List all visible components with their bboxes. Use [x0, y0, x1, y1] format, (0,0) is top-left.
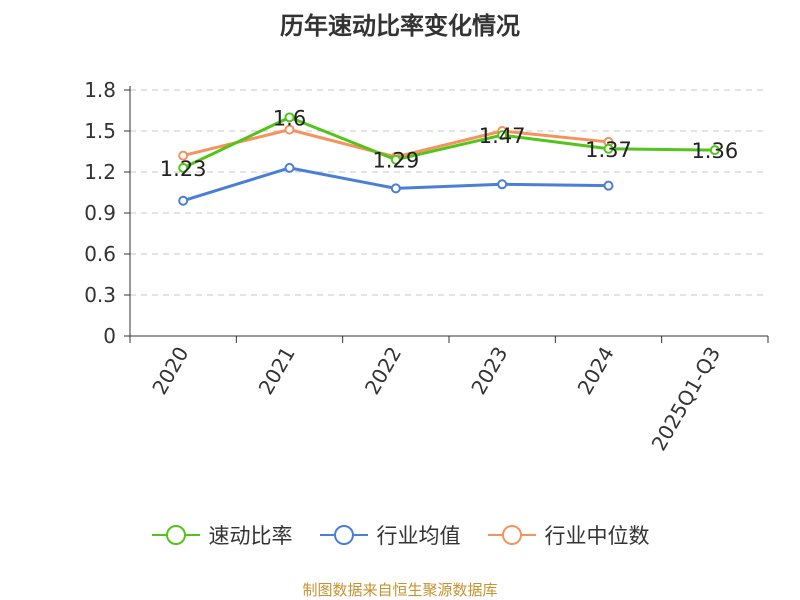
- chart-legend: 速动比率 行业均值 行业中位数: [0, 520, 800, 550]
- x-tick-label: 2022: [360, 343, 406, 399]
- legend-label: 行业中位数: [544, 524, 650, 548]
- data-point: [390, 154, 401, 165]
- data-point: [284, 162, 295, 173]
- data-point: [284, 124, 295, 135]
- legend-item-industry-median[interactable]: 行业中位数: [487, 520, 650, 550]
- data-label: 1.36: [691, 139, 738, 163]
- data-label: 1.37: [585, 138, 632, 162]
- y-tick-label: 0.9: [84, 201, 116, 225]
- y-tick-label: 0.3: [84, 283, 116, 307]
- data-label: 1.29: [372, 149, 419, 173]
- chart-title: 历年速动比率变化情况: [280, 12, 520, 40]
- series-line: [182, 115, 715, 170]
- data-point: [284, 112, 295, 123]
- data-source-note: 制图数据来自恒生聚源数据库: [302, 581, 498, 599]
- y-tick-label: 0.6: [84, 242, 116, 266]
- legend-label: 速动比率: [208, 524, 293, 548]
- y-tick-label: 1.5: [84, 119, 116, 143]
- data-point: [178, 195, 189, 206]
- data-point: [390, 183, 401, 194]
- legend-line-marker-icon: [487, 525, 536, 545]
- data-label: 1.23: [160, 157, 207, 181]
- data-point: [603, 180, 614, 191]
- x-tick-label: 2024: [573, 343, 619, 399]
- legend-item-industry-mean[interactable]: 行业均值: [319, 520, 461, 550]
- line-chart: 0 0.3 0.6 0.9 1.2 1.5 1.8 2020 2021 2022 2023 2024 2…: [84, 78, 769, 455]
- data-label: 1.6: [273, 106, 306, 130]
- legend-line-marker-icon: [319, 525, 368, 545]
- x-tick-label: 2021: [254, 343, 300, 399]
- legend-item-quick-ratio[interactable]: 速动比率: [151, 520, 293, 550]
- data-point: [497, 130, 508, 141]
- y-tick-label: 1.8: [84, 78, 116, 102]
- x-tick-label: 2023: [466, 342, 512, 398]
- x-tick-label: 2020: [147, 343, 193, 399]
- legend-label: 行业均值: [376, 524, 461, 548]
- x-tick-label: 2025Q1-Q3: [646, 343, 725, 455]
- data-point: [497, 179, 508, 190]
- data-point: [178, 162, 189, 173]
- y-tick-label: 1.2: [84, 160, 116, 184]
- data-point: [709, 145, 720, 156]
- data-point: [178, 150, 189, 161]
- legend-line-marker-icon: [151, 525, 200, 545]
- y-tick-label: 0: [103, 324, 116, 348]
- data-point: [603, 143, 614, 154]
- data-label: 1.47: [479, 124, 526, 148]
